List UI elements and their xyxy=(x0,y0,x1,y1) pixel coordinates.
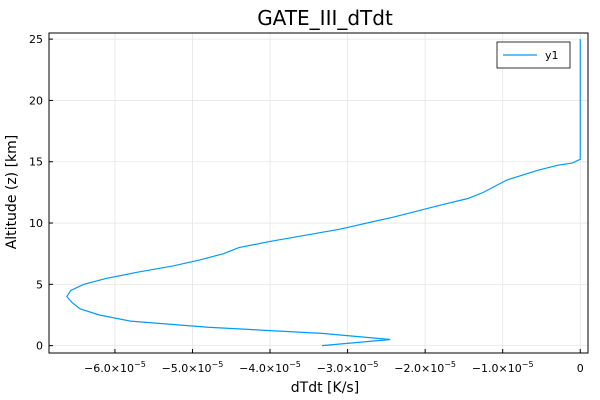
legend-label-y1: y1 xyxy=(545,49,559,62)
x-tick-label: −1.0×10−5 xyxy=(472,360,534,375)
x-tick-label: −2.0×10−5 xyxy=(394,360,456,375)
x-tick-label: −5.0×10−5 xyxy=(162,360,224,375)
plot-frame xyxy=(48,32,589,354)
x-tick-label: −4.0×10−5 xyxy=(239,360,301,375)
chart-title: GATE_III_dTdt xyxy=(257,6,393,30)
x-tick-label: 0 xyxy=(577,362,584,375)
series-layer xyxy=(66,39,581,347)
x-tick-label: −6.0×10−5 xyxy=(84,360,146,375)
y-axis-label: Altitude (z) [km] xyxy=(4,135,20,250)
y-tick-label: 0 xyxy=(36,340,43,353)
y-ticks: 0 5 10 15 20 25 xyxy=(29,33,53,353)
series-line-y1 xyxy=(66,39,581,347)
y-tick-label: 25 xyxy=(29,33,43,46)
x-axis-label: dTdt [K/s] xyxy=(291,380,359,396)
y-tick-label: 5 xyxy=(36,278,43,291)
legend: y1 xyxy=(496,41,571,69)
y-tick-label: 15 xyxy=(29,156,43,169)
grid xyxy=(49,33,588,353)
y-tick-label: 20 xyxy=(29,94,43,107)
x-tick-label: −3.0×10−5 xyxy=(317,360,379,375)
y-tick-label: 10 xyxy=(29,217,43,230)
x-ticks: −6.0×10−5 −5.0×10−5 −4.0×10−5 −3.0×10−5 −2.0… xyxy=(84,349,584,375)
